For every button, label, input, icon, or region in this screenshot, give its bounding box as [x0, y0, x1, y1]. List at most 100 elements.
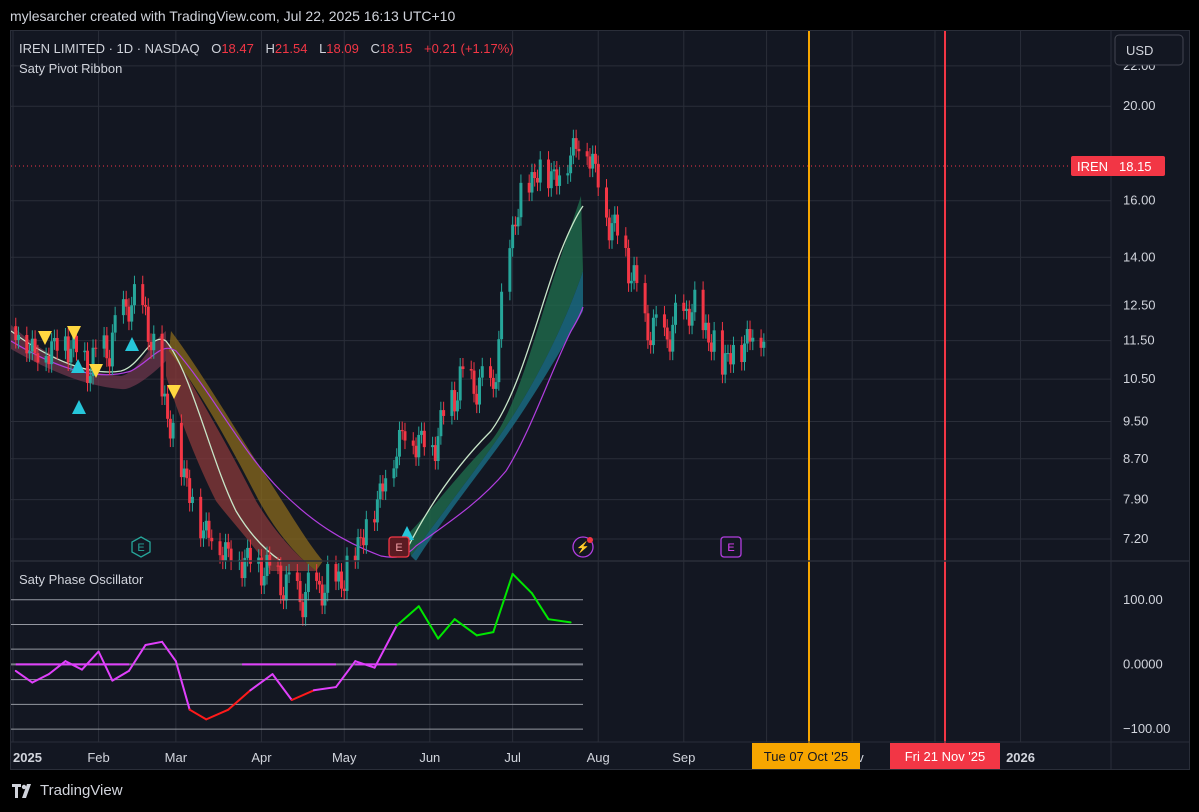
candle-body [163, 393, 167, 397]
bull-signal-triangle [125, 337, 139, 351]
oscillator-segments [14, 572, 572, 721]
symbol-legend[interactable]: IREN LIMITED · 1D · NASDAQ O18.47 H21.54… [19, 41, 514, 76]
candle-body [475, 393, 479, 405]
candle-body [74, 335, 78, 353]
candle-body [610, 223, 614, 241]
candle-body [246, 547, 250, 558]
candle-body [607, 217, 611, 241]
candle-body [378, 483, 382, 500]
candle-body [480, 366, 484, 378]
candle-body [624, 235, 628, 248]
time-tick-label: 2026 [1006, 750, 1035, 765]
candle-body [533, 172, 537, 179]
candle-body [262, 575, 266, 586]
candle-body [417, 434, 421, 458]
candle-body [519, 182, 523, 218]
candle-body [674, 302, 677, 325]
candle-body [359, 537, 363, 539]
oscillator-segment [453, 618, 478, 637]
dividend-marker[interactable]: ⚡ [572, 536, 594, 558]
candle-body [168, 418, 172, 439]
candle-body [86, 350, 90, 383]
candle-body [397, 429, 401, 457]
price-tick-label: 9.50 [1123, 414, 1148, 429]
ribbon-signals [38, 326, 414, 540]
candle-body [469, 369, 473, 371]
price-tick-label: 8.70 [1123, 451, 1148, 466]
candle-body [94, 347, 98, 349]
legend-close: 18.15 [380, 41, 413, 56]
candle-body [14, 326, 18, 341]
last-price-badge: IREN 18.15 [1071, 156, 1165, 176]
time-tick-label: Apr [251, 750, 272, 765]
candle-body [375, 499, 379, 523]
oscillator-title: Saty Phase Oscillator [19, 572, 144, 587]
candle-body [566, 173, 570, 176]
candle-body [461, 366, 465, 370]
creator-header: mylesarcher created with TradingView.com… [10, 8, 456, 24]
candle-body [301, 602, 305, 618]
candle-body [662, 314, 666, 328]
candle-body [707, 322, 711, 343]
candle-body [52, 337, 56, 342]
candle-body [433, 445, 437, 462]
price-badge-value: 18.15 [1119, 159, 1152, 174]
candle-body [745, 328, 749, 344]
candle-body [243, 557, 247, 579]
candle-body [635, 265, 639, 284]
candle-body [199, 496, 203, 539]
candle-body [315, 572, 319, 581]
candle-body [549, 171, 553, 189]
oscillator-segment [437, 618, 456, 640]
legend-high: 21.54 [275, 41, 308, 56]
tradingview-brand: TradingView [40, 782, 123, 799]
candle-body [83, 350, 87, 353]
legend-change: +0.21 (+1.17%) [424, 41, 514, 56]
oscillator-segment [290, 689, 315, 701]
candle-body [110, 332, 114, 367]
oscillator-segment [395, 605, 420, 627]
candle-body [613, 214, 617, 224]
earnings-marker[interactable]: E [720, 536, 742, 558]
candle-body [326, 564, 330, 593]
candle-body [63, 336, 67, 351]
candle-body [693, 289, 697, 313]
earnings-marker[interactable]: E [131, 536, 151, 558]
red-date-badge: Fri 21 Nov '25 [890, 743, 1000, 769]
candle-body [555, 169, 559, 186]
tradingview-footer[interactable]: TradingView [12, 782, 123, 799]
earnings-marker[interactable]: E [388, 536, 410, 558]
candle-body [665, 327, 669, 340]
price-tick-label: 20.00 [1123, 98, 1156, 113]
candle-body [55, 337, 59, 351]
tradingview-logo-icon [12, 783, 34, 798]
oscillator-segment [417, 605, 440, 640]
oscillator-tick-label: −100.00 [1123, 721, 1170, 736]
candle-body [604, 187, 608, 218]
currency-selector[interactable]: USD [1114, 34, 1184, 66]
candle-body [279, 565, 283, 596]
currency-label: USD [1126, 43, 1153, 58]
candle-body [28, 351, 32, 354]
oscillator-segment [227, 689, 252, 711]
oscillator-segment [81, 650, 100, 671]
candle-body [105, 335, 109, 359]
candle-body [723, 353, 727, 375]
candle-body [574, 138, 578, 149]
candle-body [701, 289, 705, 331]
candle-body [113, 315, 117, 333]
bull-signal-triangle [72, 400, 86, 414]
time-tick-label: Mar [165, 750, 188, 765]
candle-body [179, 422, 183, 478]
legend-low-label: L [319, 41, 326, 56]
orange-date-label: Tue 07 Oct '25 [764, 749, 848, 764]
earnings-marker-label: E [727, 542, 734, 554]
time-tick-label: 2025 [13, 750, 42, 765]
candle-body [422, 430, 426, 448]
legend-symbol: IREN LIMITED · 1D · NASDAQ [19, 41, 200, 56]
candle-body [508, 248, 512, 292]
bear-signal-triangle [67, 326, 81, 340]
legend-open: 18.47 [221, 41, 254, 56]
